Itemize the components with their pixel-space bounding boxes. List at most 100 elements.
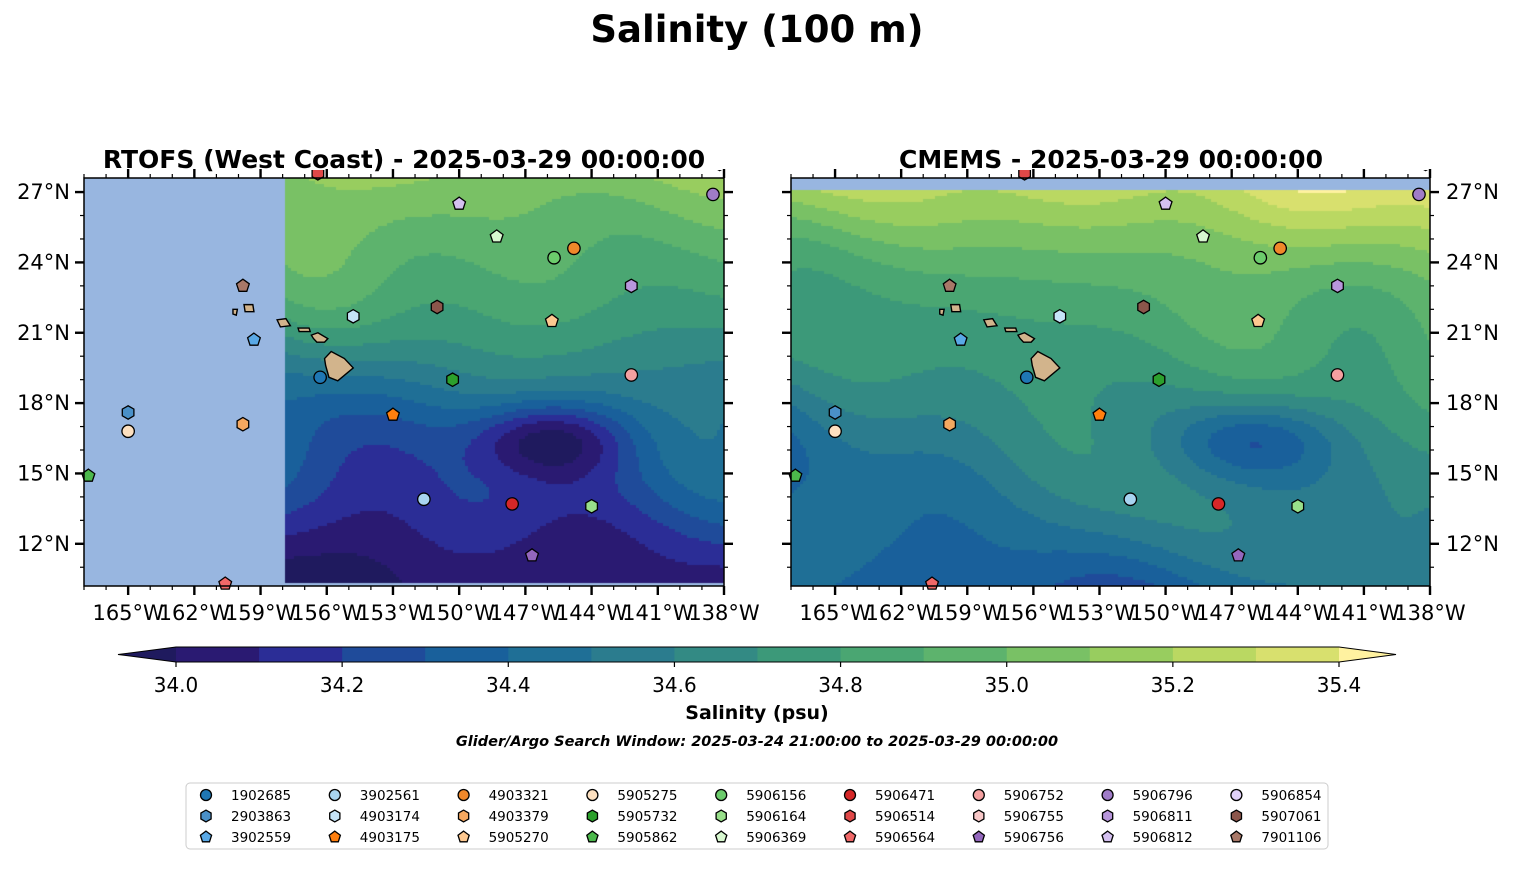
island-shape	[1003, 327, 1018, 333]
platform-5905270-marker	[544, 313, 559, 328]
legend-label: 5906854	[1261, 788, 1321, 804]
platform-5905275-marker	[828, 424, 842, 439]
platform-5906755-marker	[1423, 170, 1428, 172]
rtofs-map-panel: RTOFS (West Coast) - 2025-03-29 00:00:00…	[17, 145, 760, 625]
legend-label: 5906369	[746, 830, 806, 846]
legend-label: 4903175	[360, 830, 420, 846]
legend-marker-5905732	[586, 809, 599, 823]
platform-5906796-marker	[706, 187, 720, 202]
legend-label: 5906514	[875, 809, 935, 825]
legend-marker-4903321	[457, 788, 470, 802]
platform-3902561-marker	[417, 492, 431, 507]
platform-5906811-marker	[624, 278, 638, 294]
legend-marker-5906854	[1230, 788, 1243, 802]
legend-marker-1902685	[199, 788, 213, 802]
platform-5906796-marker	[1412, 187, 1426, 202]
platform-5906369-marker	[489, 229, 504, 243]
legend-marker-5905270	[457, 830, 470, 843]
legend-marker-5906812	[1101, 830, 1114, 843]
platform-4903379-marker	[943, 416, 957, 432]
legend-marker-5906564	[843, 830, 857, 843]
platform-5906156-marker	[1253, 250, 1268, 265]
platform-5906752-marker	[624, 368, 639, 382]
island-shape	[232, 308, 239, 317]
y-tick-label: 15°N	[1446, 461, 1499, 485]
island-shape	[310, 331, 329, 343]
island-shape	[949, 303, 962, 313]
legend-marker-3902559	[199, 830, 213, 843]
legend-label: 5906796	[1133, 788, 1193, 804]
x-tick-label: 147°W	[490, 601, 562, 625]
colorbar-segment	[1255, 647, 1340, 662]
platform-4903321-marker	[567, 241, 581, 256]
platform-4903174-marker	[346, 308, 360, 324]
x-tick-label: 138°W	[1394, 601, 1466, 625]
y-tick-label: 12°N	[17, 532, 70, 556]
colorbar-tick-label: 34.6	[652, 673, 697, 697]
legend-label: 5905862	[617, 830, 677, 846]
legend-marker-5907061	[1230, 809, 1243, 823]
colorbar-over-triangle	[1339, 647, 1396, 662]
legend-label: 5905275	[617, 788, 677, 804]
platform-5906164-marker	[585, 498, 599, 514]
colorbar-segment	[757, 647, 842, 662]
platform-markers	[81, 170, 722, 590]
y-tick-label: 27°N	[17, 180, 70, 204]
island-shape	[276, 317, 292, 328]
legend-label: 5906756	[1004, 830, 1064, 846]
legend-label: 5906164	[746, 809, 806, 825]
legend-label: 5906156	[746, 788, 806, 804]
island-shape	[982, 317, 999, 328]
platform-5906755-marker	[717, 170, 722, 172]
x-tick-label: 147°W	[1196, 601, 1268, 625]
platform-3902561-marker	[1123, 492, 1138, 507]
legend-label: 5905270	[489, 830, 549, 846]
island-shape	[1030, 350, 1061, 382]
legend-marker-5906755	[973, 809, 985, 823]
platform-5906156-marker	[547, 250, 561, 265]
x-tick-label: 141°W	[622, 601, 694, 625]
platform-1902685-marker	[313, 370, 327, 385]
colorbar-segment	[674, 647, 759, 662]
x-tick-label: 159°W	[225, 601, 297, 625]
island-shape	[939, 308, 945, 317]
platform-5906812-marker	[452, 196, 467, 210]
platform-4903175-marker	[1092, 407, 1107, 421]
x-tick-label: 150°W	[423, 601, 495, 625]
platform-4903175-marker	[385, 407, 401, 421]
platform-4903174-marker	[1053, 308, 1067, 324]
y-tick-label: 15°N	[17, 461, 70, 485]
legend-label: 7901106	[1261, 830, 1321, 846]
legend-marker-5905275	[586, 788, 599, 802]
colorbar-tick-label: 35.2	[1151, 673, 1196, 697]
platform-legend: 1902685 2903863 3902559 3902561 4903174 49031…	[185, 782, 1329, 850]
platform-5907061-marker	[1137, 299, 1151, 315]
colorbar-segment	[591, 647, 676, 662]
y-tick-label: 21°N	[1446, 321, 1499, 345]
x-tick-label: 144°W	[556, 601, 628, 625]
legend-label: 5906811	[1133, 809, 1193, 825]
legend-marker-5906156	[715, 788, 728, 802]
colorbar-segment	[923, 647, 1008, 662]
x-tick-label: 165°W	[92, 601, 164, 625]
legend-marker-5906369	[714, 830, 728, 843]
platform-5906811-marker	[1331, 278, 1344, 294]
colorbar-tick-label: 34.0	[154, 673, 199, 697]
platform-3902559-marker	[246, 332, 262, 346]
platform-5906756-marker	[524, 547, 540, 562]
colorbar-segment	[1089, 647, 1174, 662]
colorbar-segment	[342, 647, 426, 662]
y-tick-label: 18°N	[17, 391, 70, 415]
colorbar-label: Salinity (psu)	[685, 702, 828, 724]
colorbar-segment	[259, 647, 343, 662]
colorbar-tick-label: 35.0	[984, 673, 1029, 697]
platform-7901106-marker	[942, 278, 957, 292]
y-tick-label: 18°N	[1446, 391, 1499, 415]
x-tick-label: 162°W	[159, 601, 231, 625]
legend-label: 5905732	[617, 809, 677, 825]
platform-7901106-marker	[235, 278, 251, 292]
legend-marker-5906164	[715, 809, 727, 823]
legend-label: 2903863	[231, 809, 291, 825]
x-tick-label: 153°W	[357, 601, 429, 625]
platform-5906812-marker	[1158, 196, 1173, 210]
